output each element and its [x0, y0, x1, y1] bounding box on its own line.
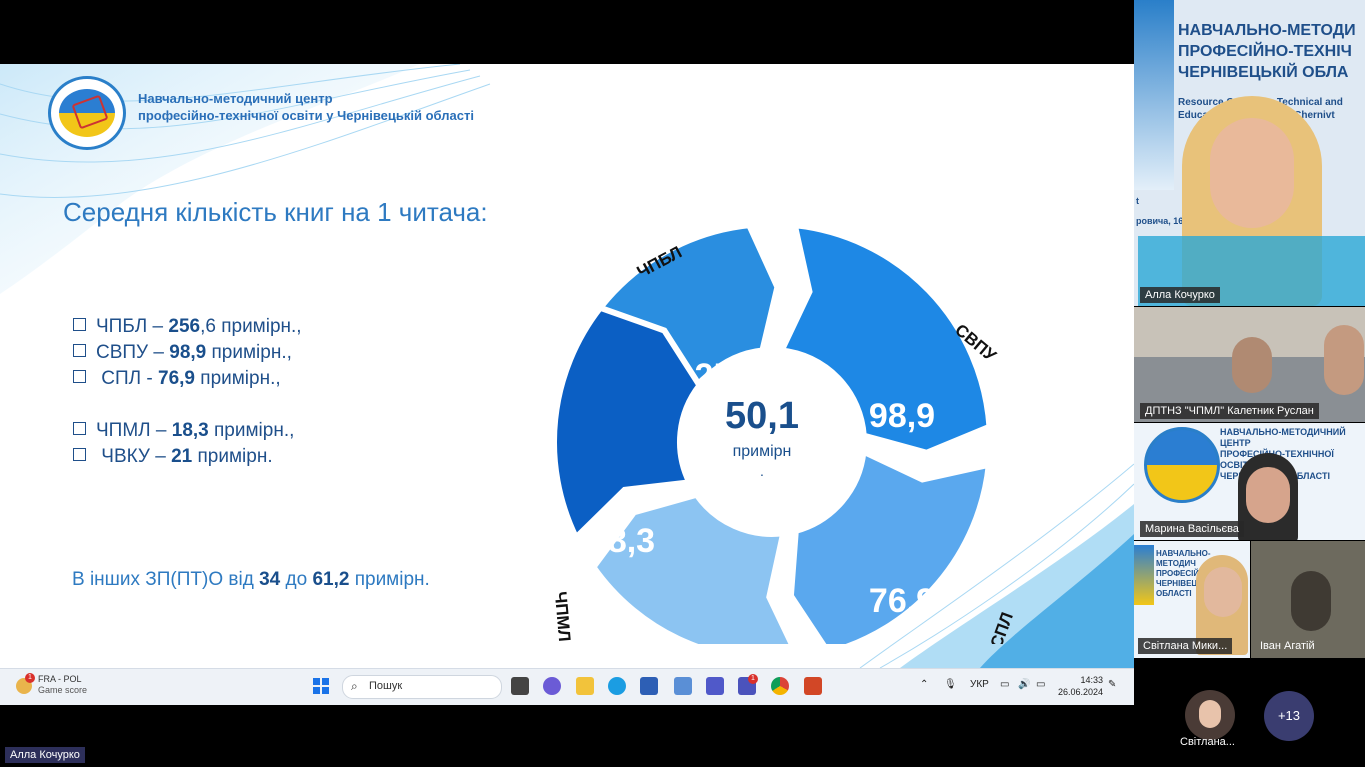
- bullet-box-icon: [73, 422, 86, 435]
- file-explorer-icon[interactable]: [576, 677, 594, 695]
- donut-center: [682, 352, 862, 532]
- bullet-chpml: ЧПМЛ – 18,3 примірн.,: [73, 418, 302, 444]
- person-1: [1232, 337, 1272, 393]
- volume-icon[interactable]: 🔊: [1018, 679, 1031, 690]
- task-view-icon[interactable]: [511, 677, 529, 695]
- bullet-box-icon: [73, 448, 86, 461]
- bullet-svpu: СВПУ – 98,9 примірн.,: [73, 340, 302, 366]
- donut-value-label: 76,9: [869, 582, 935, 620]
- news-subtitle: Game score: [38, 685, 88, 695]
- stats-bullet-list: ЧПБЛ – 256,6 примірн., СВПУ – 98,9 примі…: [73, 314, 302, 470]
- org-logo: [48, 76, 126, 150]
- bullet-spl: СПЛ - 76,9 примірн.,: [73, 366, 302, 392]
- battery-icon[interactable]: ▭: [1036, 679, 1046, 690]
- network-icon[interactable]: ▭: [1000, 679, 1010, 690]
- donut-category-label: СПЛ: [987, 610, 1017, 644]
- participant-tile-svitlana[interactable]: НАВЧАЛЬНО-МЕТОДИЧПРОФЕСІЙНО-ТЕХНІЧЧЕРНІВ…: [1134, 541, 1250, 658]
- donut-center-label: примірн: [733, 443, 792, 460]
- donut-value-label: 18,3: [589, 522, 655, 560]
- participant-name: Світлана Мики...: [1138, 638, 1233, 654]
- tile-logo-strip: [1134, 545, 1154, 605]
- bullet-box-icon: [73, 344, 86, 357]
- tile-bg-fragment: t: [1136, 196, 1139, 206]
- participant-name: Марина Васільєва: [1140, 521, 1244, 537]
- slide-title: Середня кількість книг на 1 читача:: [63, 197, 488, 227]
- more-participants-button[interactable]: +13: [1264, 691, 1314, 741]
- participant-tile-ivan[interactable]: Іван Агатій: [1251, 541, 1365, 658]
- participant-name: Алла Кочурко: [1140, 287, 1220, 303]
- donut-center-value: 50,1: [725, 395, 799, 437]
- search-placeholder: Пошук: [369, 680, 403, 692]
- donut-category-label: ЧПМЛ: [551, 591, 574, 643]
- clock-time: 14:33: [1080, 675, 1104, 685]
- clock[interactable]: 14:33 26.06.2024: [1058, 674, 1103, 698]
- org-name-line2: професійно-технічної освіти у Чернівецьк…: [138, 108, 474, 123]
- search-icon: ⌕: [351, 679, 358, 693]
- news-title: FRA - POL: [38, 674, 82, 684]
- participant-tile-maryna[interactable]: НАВЧАЛЬНО-МЕТОДИЧНИЙ ЦЕНТРПРОФЕСІЙНО-ТЕХ…: [1134, 423, 1365, 540]
- participant-silhouette: [1291, 571, 1331, 631]
- presentation-slide: Навчально-методичний центр професійно-те…: [0, 64, 1134, 668]
- bullet-box-icon: [73, 370, 86, 383]
- participant-face: [1246, 467, 1290, 523]
- participant-face: [1204, 567, 1242, 617]
- bullet-chvku: ЧВКУ – 21 примірн.: [73, 444, 302, 470]
- windows-start-icon[interactable]: [313, 678, 329, 694]
- powerpoint-icon[interactable]: [804, 677, 822, 695]
- person-2: [1324, 325, 1364, 395]
- windows-taskbar: 1 FRA - POL Game score ⌕ Пошук 1 ⌃ 🎙 УКР…: [0, 668, 1134, 705]
- news-badge: 1: [25, 673, 35, 683]
- participant-avatar-name: Світлана...: [1180, 736, 1235, 748]
- tile-bg-address: ровича, 16: [1136, 216, 1184, 226]
- donut-center-dot: .: [760, 463, 764, 479]
- donut-segment-3: [589, 491, 796, 644]
- participant-name: Іван Агатій: [1260, 640, 1315, 652]
- teams-badge: 1: [748, 674, 758, 684]
- participant-name: ДПТНЗ "ЧПМЛ" Калетник Руслан: [1140, 403, 1319, 419]
- org-name: Навчально-методичний центр професійно-те…: [138, 90, 474, 124]
- language-indicator[interactable]: УКР: [970, 679, 989, 690]
- bullet-chpbl: ЧПБЛ – 256,6 примірн.,: [73, 314, 302, 340]
- participant-tile-ruslan[interactable]: ДПТНЗ "ЧПМЛ" Калетник Руслан: [1134, 307, 1365, 422]
- donut-segment-2: [787, 447, 993, 644]
- tile-bg-text: НАВЧАЛЬНО-МЕТОДИ ПРОФЕСІЙНО-ТЕХНІЧ ЧЕРНІВЕ…: [1178, 22, 1356, 81]
- microphone-icon[interactable]: 🎙: [944, 679, 957, 690]
- store-icon[interactable]: [640, 677, 658, 695]
- clock-date: 26.06.2024: [1058, 687, 1104, 697]
- taskbar-search-box[interactable]: ⌕ Пошук: [342, 675, 502, 699]
- donut-segment-4: [551, 304, 704, 543]
- tray-chevron-up-icon[interactable]: ⌃: [920, 679, 929, 690]
- chrome-icon[interactable]: [771, 677, 789, 695]
- donut-value-label: 98,9: [869, 397, 935, 435]
- tile-org-logo: [1144, 427, 1220, 503]
- tile-logo-strip: [1134, 0, 1174, 190]
- meet-chat-icon[interactable]: [543, 677, 561, 695]
- photos-icon[interactable]: [674, 677, 692, 695]
- notifications-icon[interactable]: ✎: [1108, 679, 1117, 690]
- other-institutions-note: В інших ЗП(ПТ)О від 34 до 61,2 примірн.: [72, 569, 430, 590]
- bullet-box-icon: [73, 318, 86, 331]
- participant-avatar[interactable]: [1185, 690, 1235, 740]
- org-name-line1: Навчально-методичний центр: [138, 91, 333, 106]
- edge-browser-icon[interactable]: [608, 677, 626, 695]
- donut-segment-1: [777, 221, 993, 456]
- teams-icon[interactable]: [706, 677, 724, 695]
- participant-tile-alla[interactable]: НАВЧАЛЬНО-МЕТОДИ ПРОФЕСІЙНО-ТЕХНІЧ ЧЕРНІВЕ…: [1134, 0, 1365, 306]
- news-widget[interactable]: FRA - POL Game score: [38, 674, 87, 696]
- self-view-name: Алла Кочурко: [5, 747, 85, 763]
- participant-face: [1210, 118, 1294, 228]
